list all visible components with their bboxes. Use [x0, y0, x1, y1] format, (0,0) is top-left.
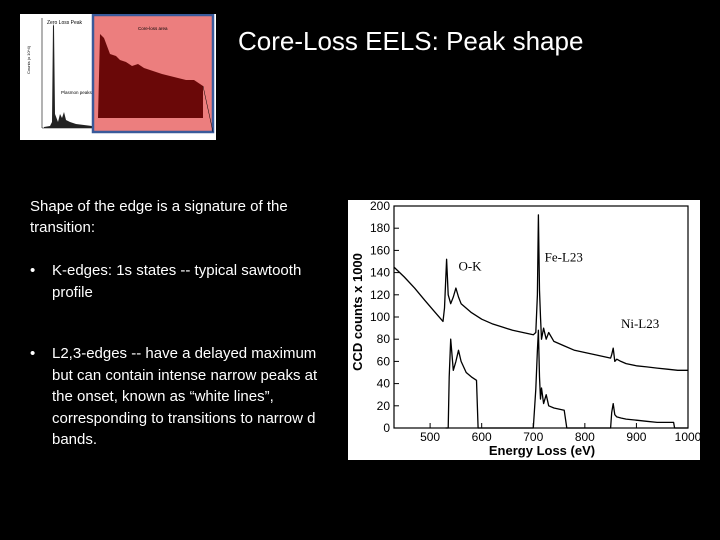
thumbnail-core-loss-curve	[98, 34, 203, 118]
x-tick-label: 1000	[675, 430, 700, 444]
thumbnail-zoom-line	[202, 85, 214, 133]
chart-y-label: CCD counts x 1000	[350, 253, 365, 371]
spectrum-thumbnail: Zero Loss Peak Plasmon peaks Counts (x 1…	[20, 14, 216, 140]
thumbnail-y-label: Counts (x 10^4)	[26, 45, 31, 74]
series-line-2	[445, 329, 688, 429]
slide-title: Core-Loss EELS: Peak shape	[238, 26, 584, 56]
chart-annotations: O-K Fe-L23 Ni-L23	[458, 250, 659, 332]
x-tick-label: 500	[420, 430, 440, 444]
eels-spectrum-chart: 0 20 40 60 80 100 120 140 160 180 200 500 600 700 800 9…	[348, 200, 700, 460]
chart-x-label: Energy Loss (eV)	[489, 443, 595, 458]
annotation-label: Fe-L23	[545, 250, 583, 265]
chart-background	[348, 200, 700, 460]
bullet-l23-edges: L2,3-edges -- have a delayed maximum but…	[30, 343, 330, 451]
y-tick-label: 80	[377, 332, 391, 346]
thumbnail-zero-loss-label: Zero Loss Peak	[47, 20, 83, 26]
thumbnail-zero-loss-curve	[44, 24, 92, 128]
chart-ticks: 0 20 40 60 80 100 120 140 160 180 200 500 600 700 800 9…	[370, 200, 700, 444]
x-tick-label: 900	[626, 430, 646, 444]
y-tick-label: 40	[377, 377, 391, 391]
x-tick-label: 800	[575, 430, 595, 444]
series-line-1	[393, 214, 688, 371]
y-tick-label: 0	[383, 421, 390, 435]
y-tick-label: 20	[377, 399, 391, 413]
chart-series	[393, 214, 688, 429]
thumbnail-left-plot: Zero Loss Peak Plasmon peaks Counts (x 1…	[26, 18, 93, 129]
thumbnail-core-loss-label: Core-loss area	[138, 26, 168, 31]
y-tick-label: 100	[370, 310, 390, 324]
y-tick-label: 180	[370, 221, 390, 235]
x-tick-label: 700	[523, 430, 543, 444]
bullet-k-edges: K-edges: 1s states -- typical sawtooth p…	[30, 260, 330, 303]
y-tick-label: 120	[370, 288, 390, 302]
y-tick-label: 160	[370, 243, 390, 257]
y-tick-label: 60	[377, 354, 391, 368]
intro-text: Shape of the edge is a signature of the …	[30, 198, 288, 236]
thumbnail-plasmon-label: Plasmon peaks	[61, 90, 93, 95]
x-tick-label: 600	[472, 430, 492, 444]
y-tick-label: 140	[370, 266, 390, 280]
annotation-label: O-K	[458, 258, 482, 273]
annotation-label: Ni-L23	[621, 316, 659, 331]
bullet-list: K-edges: 1s states -- typical sawtooth p…	[30, 260, 330, 491]
y-tick-label: 200	[370, 200, 390, 213]
